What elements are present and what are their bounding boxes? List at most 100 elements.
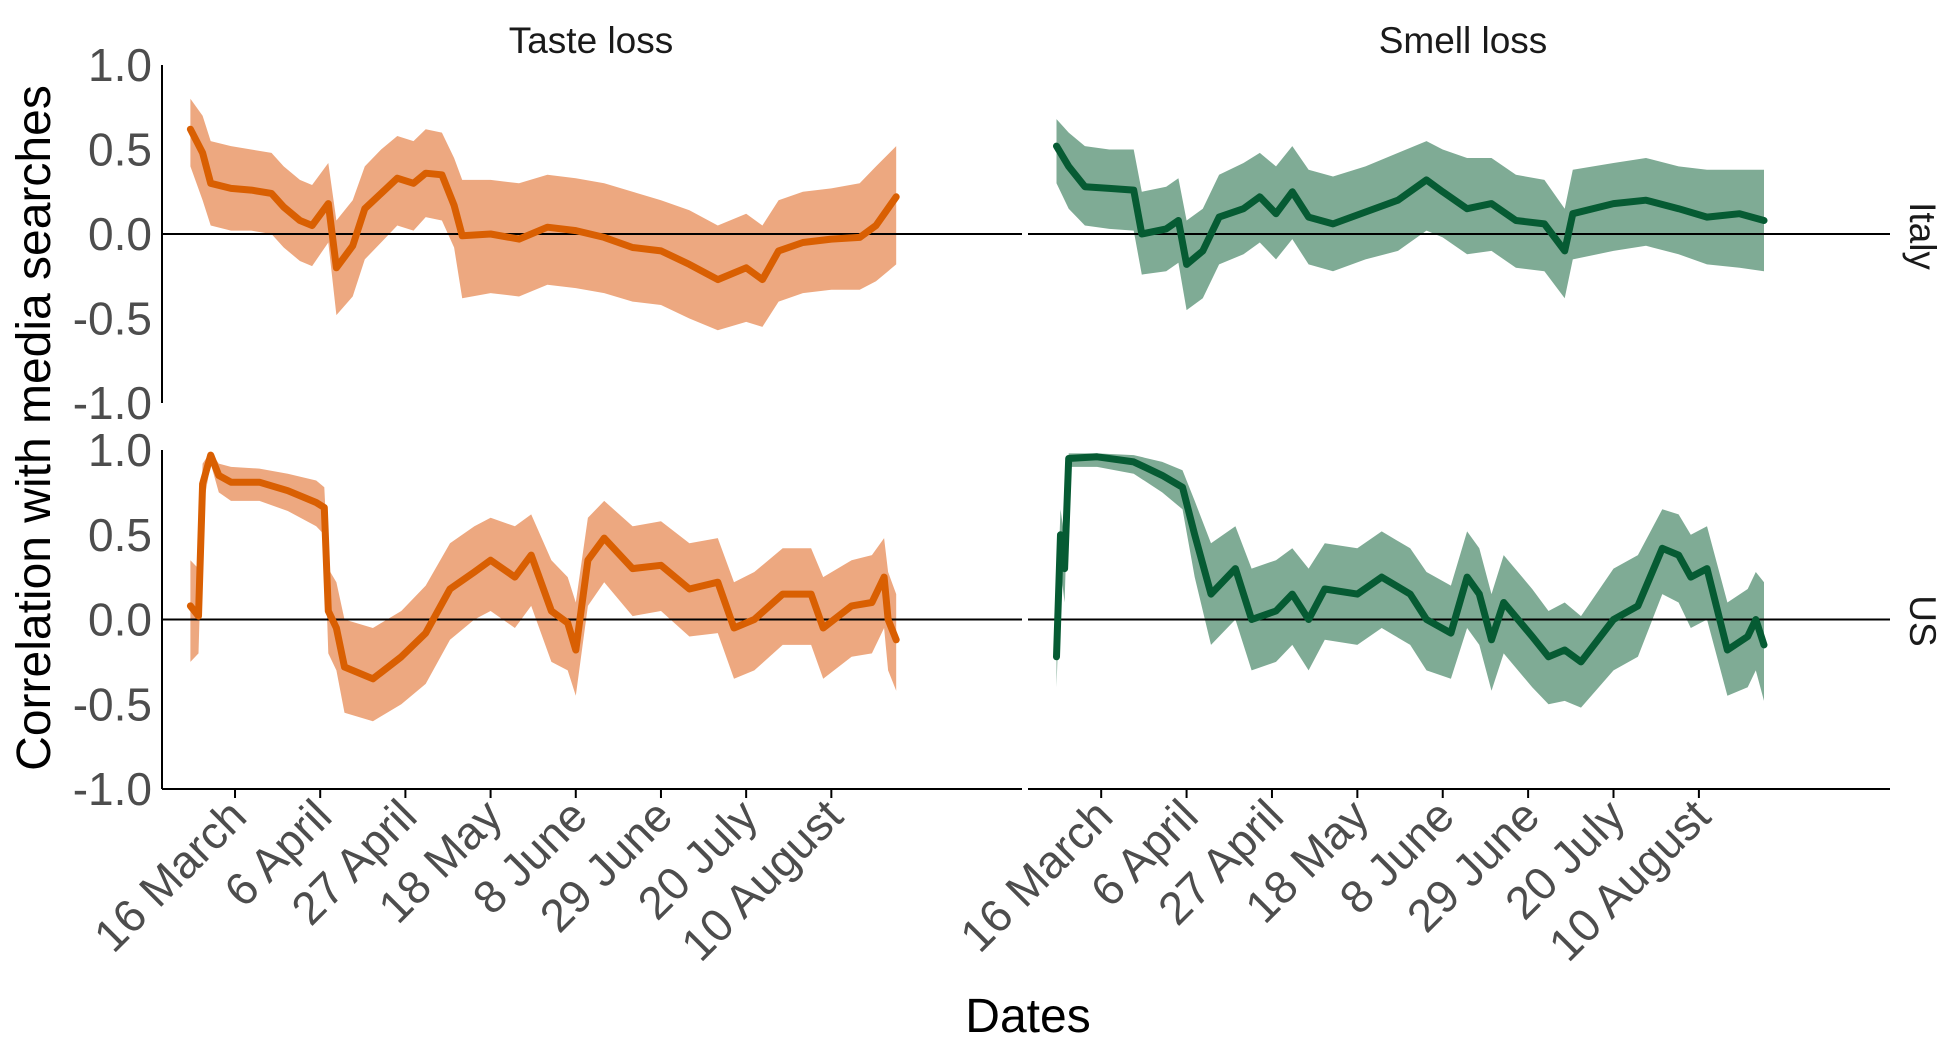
- data-point-smell-loss-italy-9: [1200, 248, 1206, 254]
- confidence-band-smell-loss-us: [1056, 453, 1764, 708]
- data-point-taste-loss-italy-3: [228, 185, 234, 191]
- data-point-smell-loss-us-23: [1489, 637, 1495, 643]
- data-point-taste-loss-us-20: [528, 552, 534, 558]
- data-point-taste-loss-italy-11: [350, 243, 356, 249]
- y-tick-label-us-2: 0.0: [88, 594, 152, 646]
- data-point-taste-loss-us-38: [885, 617, 891, 623]
- data-point-smell-loss-italy-32: [1761, 218, 1767, 224]
- data-point-taste-loss-us-27: [658, 562, 664, 568]
- data-point-taste-loss-us-24: [585, 557, 591, 563]
- data-point-taste-loss-us-8: [313, 500, 319, 506]
- data-point-taste-loss-us-12: [342, 664, 348, 670]
- data-point-smell-loss-us-16: [1354, 591, 1360, 597]
- data-point-taste-loss-us-7: [285, 488, 291, 494]
- data-point-taste-loss-italy-0: [187, 126, 193, 132]
- data-point-taste-loss-italy-5: [269, 190, 275, 196]
- correlation-line-smell-loss-us: [1053, 453, 1768, 666]
- data-point-smell-loss-us-21: [1464, 574, 1470, 580]
- data-point-taste-loss-us-32: [780, 591, 786, 597]
- data-point-smell-loss-us-6: [1159, 472, 1165, 478]
- data-point-taste-loss-us-3: [208, 452, 214, 458]
- data-point-smell-loss-italy-29: [1676, 206, 1682, 212]
- data-point-taste-loss-italy-30: [759, 277, 765, 283]
- data-point-smell-loss-italy-5: [1139, 231, 1145, 237]
- data-point-smell-loss-us-37: [1753, 617, 1759, 623]
- data-point-taste-loss-italy-27: [686, 261, 692, 267]
- data-point-smell-loss-italy-14: [1289, 189, 1295, 195]
- correlation-line-taste-loss-us: [186, 451, 900, 683]
- data-point-smell-loss-us-20: [1448, 630, 1454, 636]
- y-tick-label-italy-3: -0.5: [73, 293, 152, 345]
- data-point-taste-loss-us-36: [869, 600, 875, 606]
- data-point-smell-loss-us-19: [1424, 617, 1430, 623]
- data-point-taste-loss-italy-20: [488, 231, 494, 237]
- data-point-taste-loss-italy-16: [423, 170, 429, 176]
- data-point-taste-loss-italy-17: [439, 172, 445, 178]
- data-point-smell-loss-us-15: [1322, 586, 1328, 592]
- data-point-taste-loss-italy-28: [715, 277, 721, 283]
- data-point-taste-loss-italy-6: [281, 204, 287, 210]
- y-tick-label-us-1: 0.5: [88, 509, 152, 561]
- data-point-smell-loss-us-13: [1289, 591, 1295, 597]
- data-point-taste-loss-us-14: [398, 654, 404, 660]
- data-point-taste-loss-us-6: [256, 479, 262, 485]
- data-point-smell-loss-us-38: [1761, 642, 1767, 648]
- data-point-smell-loss-us-12: [1273, 608, 1279, 614]
- data-point-smell-loss-italy-22: [1489, 201, 1495, 207]
- data-point-taste-loss-italy-14: [394, 175, 400, 181]
- data-point-taste-loss-us-21: [548, 608, 554, 614]
- data-point-smell-loss-us-25: [1529, 634, 1535, 640]
- y-tick-label-italy-1: 0.5: [88, 124, 152, 176]
- data-point-smell-loss-us-7: [1180, 484, 1186, 490]
- data-point-smell-loss-us-36: [1745, 634, 1751, 640]
- data-point-smell-loss-italy-0: [1054, 143, 1060, 149]
- data-point-smell-loss-italy-30: [1704, 214, 1710, 220]
- data-point-taste-loss-italy-25: [630, 245, 636, 251]
- data-point-smell-loss-us-4: [1094, 454, 1100, 460]
- data-point-taste-loss-italy-23: [573, 228, 579, 234]
- data-point-smell-loss-us-18: [1407, 591, 1413, 597]
- data-point-taste-loss-us-1: [196, 613, 202, 619]
- data-point-taste-loss-italy-7: [297, 218, 303, 224]
- data-point-smell-loss-us-10: [1232, 566, 1238, 572]
- data-point-taste-loss-us-28: [686, 586, 692, 592]
- data-point-taste-loss-italy-10: [333, 265, 339, 271]
- data-point-smell-loss-italy-4: [1131, 187, 1137, 193]
- facet-label-smell-loss: Smell loss: [1379, 20, 1548, 61]
- data-point-taste-loss-italy-2: [208, 180, 214, 186]
- data-point-smell-loss-us-17: [1379, 574, 1385, 580]
- data-point-smell-loss-italy-10: [1216, 214, 1222, 220]
- data-point-smell-loss-italy-31: [1737, 211, 1743, 217]
- data-point-taste-loss-us-19: [512, 574, 518, 580]
- data-point-smell-loss-italy-19: [1424, 177, 1430, 183]
- data-point-smell-loss-italy-8: [1184, 261, 1190, 267]
- data-point-smell-loss-us-32: [1676, 552, 1682, 558]
- data-point-smell-loss-us-2: [1062, 566, 1068, 572]
- data-point-taste-loss-italy-8: [309, 223, 315, 229]
- data-point-smell-loss-us-22: [1476, 591, 1482, 597]
- data-point-taste-loss-us-31: [751, 617, 757, 623]
- data-point-smell-loss-us-14: [1306, 617, 1312, 623]
- data-point-taste-loss-us-17: [471, 569, 477, 575]
- data-point-smell-loss-us-3: [1066, 456, 1072, 462]
- correlation-line-taste-loss-italy: [186, 125, 900, 284]
- data-point-smell-loss-us-8: [1192, 532, 1198, 538]
- data-point-smell-loss-italy-1: [1066, 163, 1072, 169]
- y-tick-label-italy-4: -1.0: [73, 377, 152, 429]
- data-point-smell-loss-us-1: [1058, 532, 1064, 538]
- data-point-smell-loss-us-26: [1546, 654, 1552, 660]
- data-point-taste-loss-us-13: [370, 676, 376, 682]
- y-tick-label-us-4: -1.0: [73, 763, 152, 815]
- data-point-taste-loss-italy-35: [873, 223, 879, 229]
- data-point-taste-loss-italy-15: [411, 180, 417, 186]
- data-point-smell-loss-italy-2: [1082, 184, 1088, 190]
- data-point-taste-loss-us-39: [893, 637, 899, 643]
- data-point-taste-loss-italy-9: [325, 201, 331, 207]
- data-point-smell-loss-italy-7: [1175, 218, 1181, 224]
- data-point-taste-loss-us-22: [565, 620, 571, 626]
- data-point-smell-loss-italy-25: [1562, 248, 1568, 254]
- data-point-taste-loss-us-15: [423, 630, 429, 636]
- data-point-taste-loss-us-2: [200, 481, 206, 487]
- data-point-taste-loss-italy-4: [248, 187, 254, 193]
